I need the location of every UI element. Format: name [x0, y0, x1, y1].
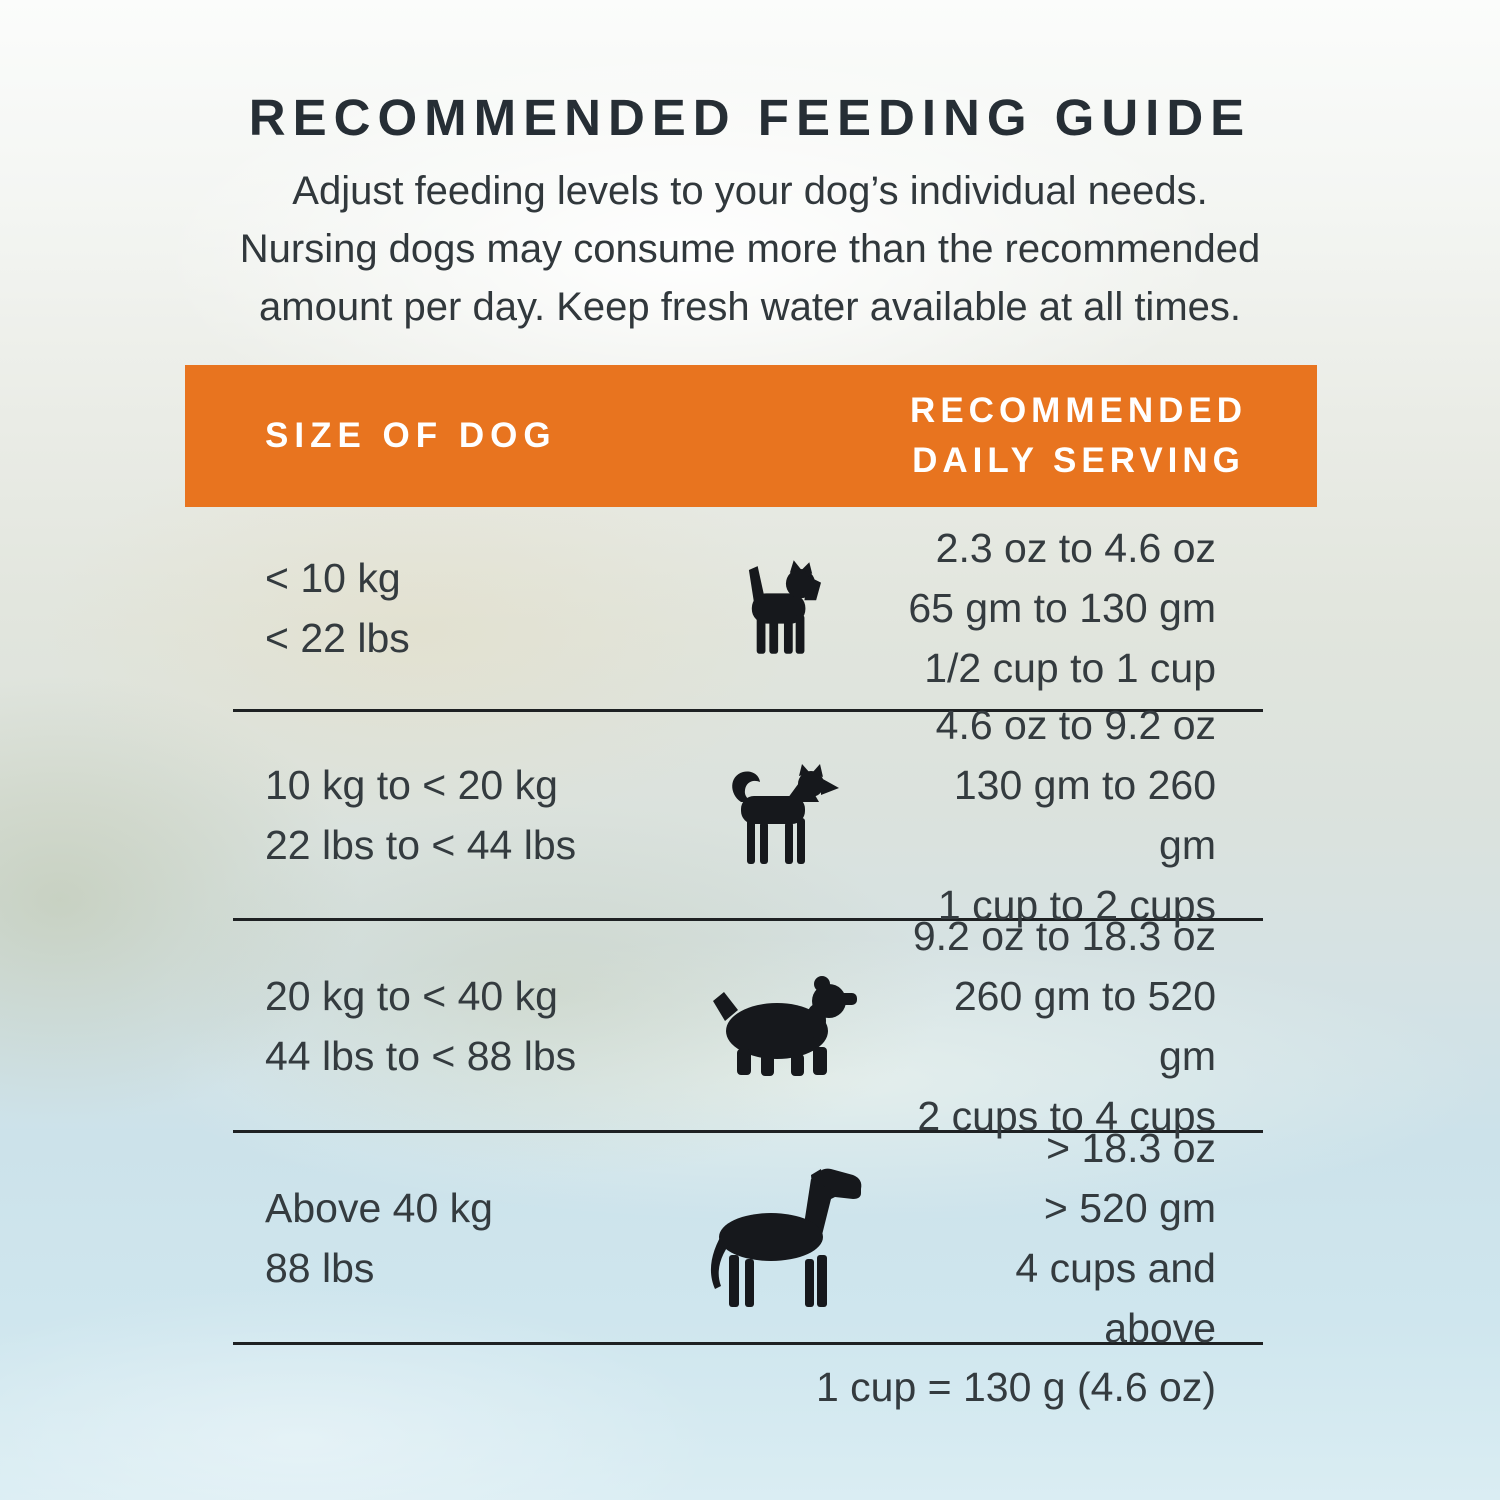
medium-dog-icon	[663, 764, 903, 866]
size-line: 20 kg to < 40 kg	[265, 972, 558, 1019]
serving-line: 2.3 oz to 4.6 oz	[935, 525, 1216, 571]
size-line: 88 lbs	[265, 1244, 375, 1291]
daily-serving-cell: 9.2 oz to 18.3 oz 260 gm to 520 gm 2 cup…	[903, 906, 1263, 1146]
subtitle-line: amount per day. Keep fresh water availab…	[259, 285, 1241, 329]
size-line: Above 40 kg	[265, 1184, 493, 1231]
giant-dog-icon	[663, 1167, 903, 1309]
serving-line: 1 cup to 2 cups	[937, 882, 1216, 928]
subtitle-line: Nursing dogs may consume more than the r…	[239, 227, 1261, 271]
serving-line: 4.6 oz to 9.2 oz	[935, 702, 1216, 748]
table-row: 10 kg to < 20 kg 22 lbs to < 44 lbs	[233, 702, 1263, 928]
daily-serving-cell: 2.3 oz to 4.6 oz 65 gm to 130 gm 1/2 cup…	[903, 518, 1263, 698]
daily-serving-cell: 4.6 oz to 9.2 oz 130 gm to 260 gm 1 cup …	[903, 695, 1263, 935]
serving-line: 130 gm to 260 gm	[953, 762, 1216, 868]
subtitle-line: Adjust feeding levels to your dog’s indi…	[292, 169, 1208, 213]
column-header-daily-serving: RECOMMENDED DAILY SERVING	[910, 391, 1247, 480]
serving-line: 1/2 cup to 1 cup	[924, 645, 1216, 691]
size-line: 44 lbs to < 88 lbs	[265, 1032, 577, 1079]
daily-serving-cell: > 18.3 oz > 520 gm 4 cups and above	[903, 1118, 1263, 1358]
table-header-bar: SIZE OF DOG RECOMMENDED DAILY SERVING	[185, 365, 1317, 507]
table-row: < 10 kg < 22 lbs	[233, 507, 1263, 712]
page-title: RECOMMENDED FEEDING GUIDE	[248, 89, 1252, 146]
small-dog-icon	[663, 560, 903, 656]
large-dog-icon	[663, 975, 903, 1077]
dog-size-cell: Above 40 kg 88 lbs	[233, 1178, 663, 1298]
dog-size-cell: 20 kg to < 40 kg 44 lbs to < 88 lbs	[233, 966, 663, 1086]
serving-line: 260 gm to 520 gm	[953, 972, 1216, 1079]
dog-size-cell: 10 kg to < 20 kg 22 lbs to < 44 lbs	[233, 755, 663, 875]
table-row: Above 40 kg 88 lbs	[233, 1125, 1263, 1351]
serving-line: > 18.3 oz	[1046, 1124, 1216, 1171]
serving-line: > 520 gm	[1043, 1184, 1216, 1231]
dog-size-cell: < 10 kg < 22 lbs	[233, 548, 663, 668]
size-line: 10 kg to < 20 kg	[265, 762, 558, 808]
table-row: 20 kg to < 40 kg 44 lbs to < 88 lbs	[233, 913, 1263, 1139]
column-header-size-of-dog: SIZE OF DOG	[265, 416, 557, 455]
size-line: < 22 lbs	[265, 615, 410, 661]
subtitle: Adjust feeding levels to your dog’s indi…	[0, 162, 1500, 336]
serving-line: 9.2 oz to 18.3 oz	[912, 912, 1216, 959]
feeding-table: < 10 kg < 22 lbs	[233, 507, 1263, 1351]
size-line: < 10 kg	[265, 555, 401, 601]
size-line: 22 lbs to < 44 lbs	[265, 822, 577, 868]
cup-conversion-note: 1 cup = 130 g (4.6 oz)	[815, 1364, 1216, 1410]
serving-line: 2 cups to 4 cups	[917, 1092, 1216, 1139]
serving-line: 4 cups and above	[1015, 1244, 1216, 1351]
serving-line: 65 gm to 130 gm	[908, 585, 1216, 631]
